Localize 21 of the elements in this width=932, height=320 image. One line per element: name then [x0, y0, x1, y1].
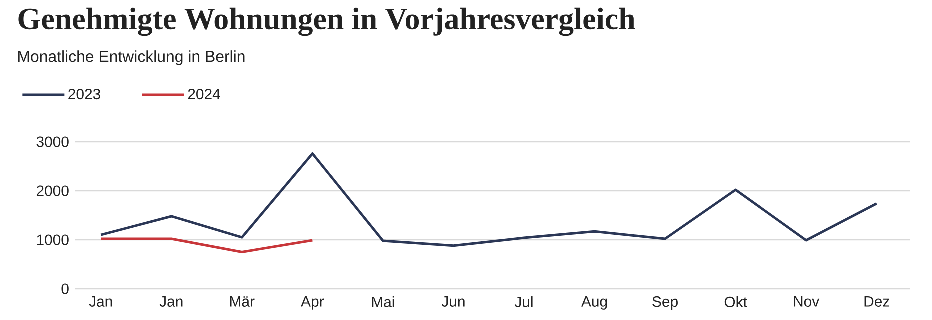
legend-label: 2024 — [188, 88, 220, 100]
x-tick-label: Apr — [301, 296, 324, 310]
x-tick-label: Okt — [724, 296, 748, 308]
x-tick-label: Jun — [442, 296, 465, 307]
line-series — [100, 152, 878, 248]
x-tick-label: Mai — [372, 296, 394, 308]
legend-label: 2023 — [68, 88, 100, 100]
x-tick-label: Mär — [230, 296, 255, 307]
chart-title: Genehmigte Wohnungen in Vorjahresvergleich — [18, 8, 636, 36]
x-tick-label: Aug — [582, 296, 608, 310]
x-tick-label: Jan — [160, 296, 183, 307]
y-tick-label: 0 — [62, 284, 69, 294]
x-tick-label: Nov — [794, 296, 820, 307]
x-tick-label: Jan — [89, 296, 112, 307]
x-tick-label: Dez — [864, 296, 890, 307]
y-tick-label: 3000 — [36, 136, 69, 148]
x-tick-label: Jul — [514, 296, 533, 308]
x-tick-label: Sep — [652, 296, 678, 310]
y-tick-label: 1000 — [37, 234, 69, 246]
y-tick-label: 2000 — [36, 186, 69, 196]
chart-subtitle: Monatliche Entwicklung in Berlin — [18, 50, 245, 66]
